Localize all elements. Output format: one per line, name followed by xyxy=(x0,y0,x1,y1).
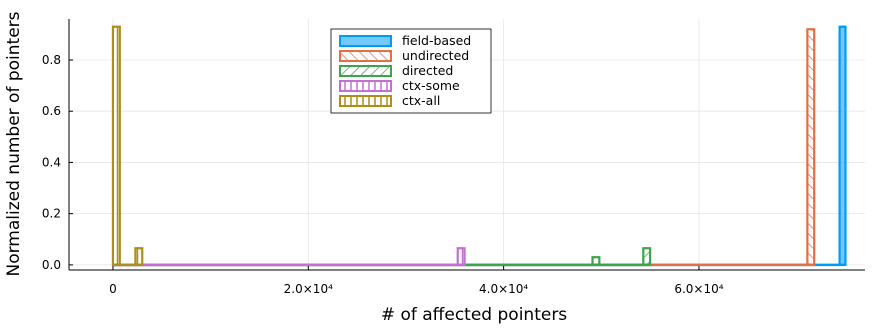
y-tick-label: 0.4 xyxy=(42,155,61,169)
legend-swatch xyxy=(339,50,392,62)
bar xyxy=(111,25,121,266)
series-ctx-all xyxy=(111,25,144,267)
bar xyxy=(456,247,466,266)
x-tick-label: 6.0×10⁴ xyxy=(674,282,723,296)
legend-swatch xyxy=(339,65,392,77)
x-tick-label: 2.0×10⁴ xyxy=(284,282,333,296)
bars xyxy=(111,25,847,267)
bar xyxy=(642,247,652,266)
bar xyxy=(806,28,816,266)
bar xyxy=(838,25,847,266)
x-tick-label: 0 xyxy=(109,282,117,296)
bar xyxy=(591,256,601,266)
tick-labels: 0 2.0×10⁴ 4.0×10⁴ 6.0×10⁴ 0.0 0.2 0.4 0.6 0.8 xyxy=(42,53,724,296)
y-axis-title: Normalized number of pointers xyxy=(4,11,24,276)
axes xyxy=(68,19,865,271)
y-tick-label: 0.6 xyxy=(42,104,61,118)
legend-label: undirected xyxy=(402,48,469,63)
legend-swatch xyxy=(339,80,392,92)
legend-swatch xyxy=(339,35,392,47)
legend-swatch xyxy=(339,95,392,107)
y-tick-label: 0.0 xyxy=(42,258,61,272)
legend-label: ctx-some xyxy=(402,78,460,93)
x-axis-title: # of affected pointers xyxy=(381,305,567,325)
legend: field-basedundirecteddirectedctx-somectx… xyxy=(330,28,492,114)
bar xyxy=(134,247,144,266)
legend-label: field-based xyxy=(402,33,471,48)
legend-label: directed xyxy=(402,63,453,78)
y-tick-label: 0.2 xyxy=(42,207,61,221)
x-tick-label: 4.0×10⁴ xyxy=(479,282,528,296)
series-directed xyxy=(112,247,652,267)
y-tick-label: 0.8 xyxy=(42,53,61,67)
legend-label: ctx-all xyxy=(402,93,440,108)
series-ctx-some xyxy=(112,247,466,267)
